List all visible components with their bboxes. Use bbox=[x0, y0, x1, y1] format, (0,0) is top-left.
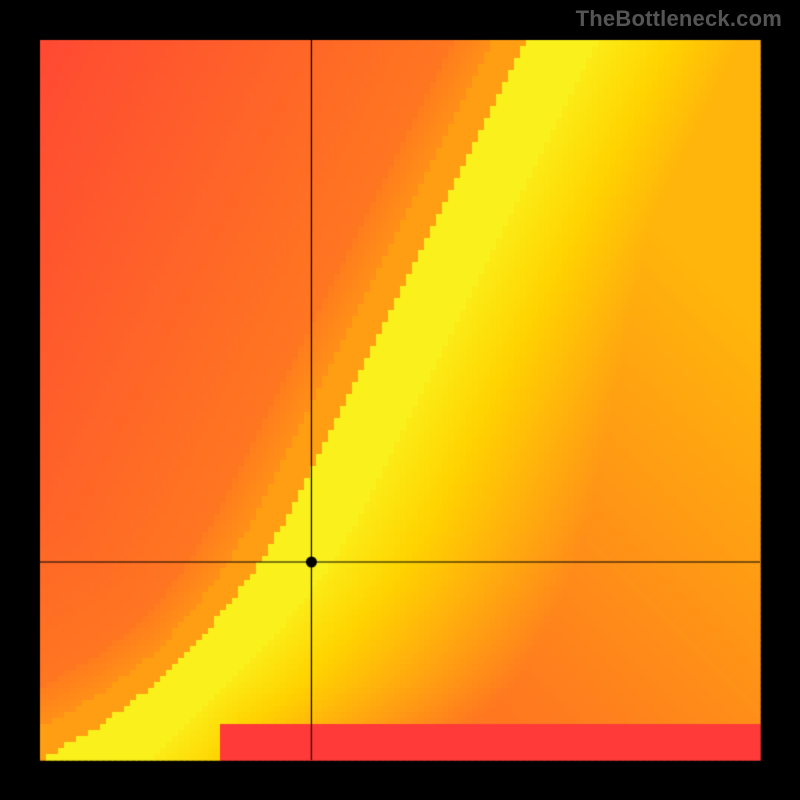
heatmap-chart bbox=[0, 0, 800, 800]
watermark-text: TheBottleneck.com bbox=[576, 6, 782, 32]
